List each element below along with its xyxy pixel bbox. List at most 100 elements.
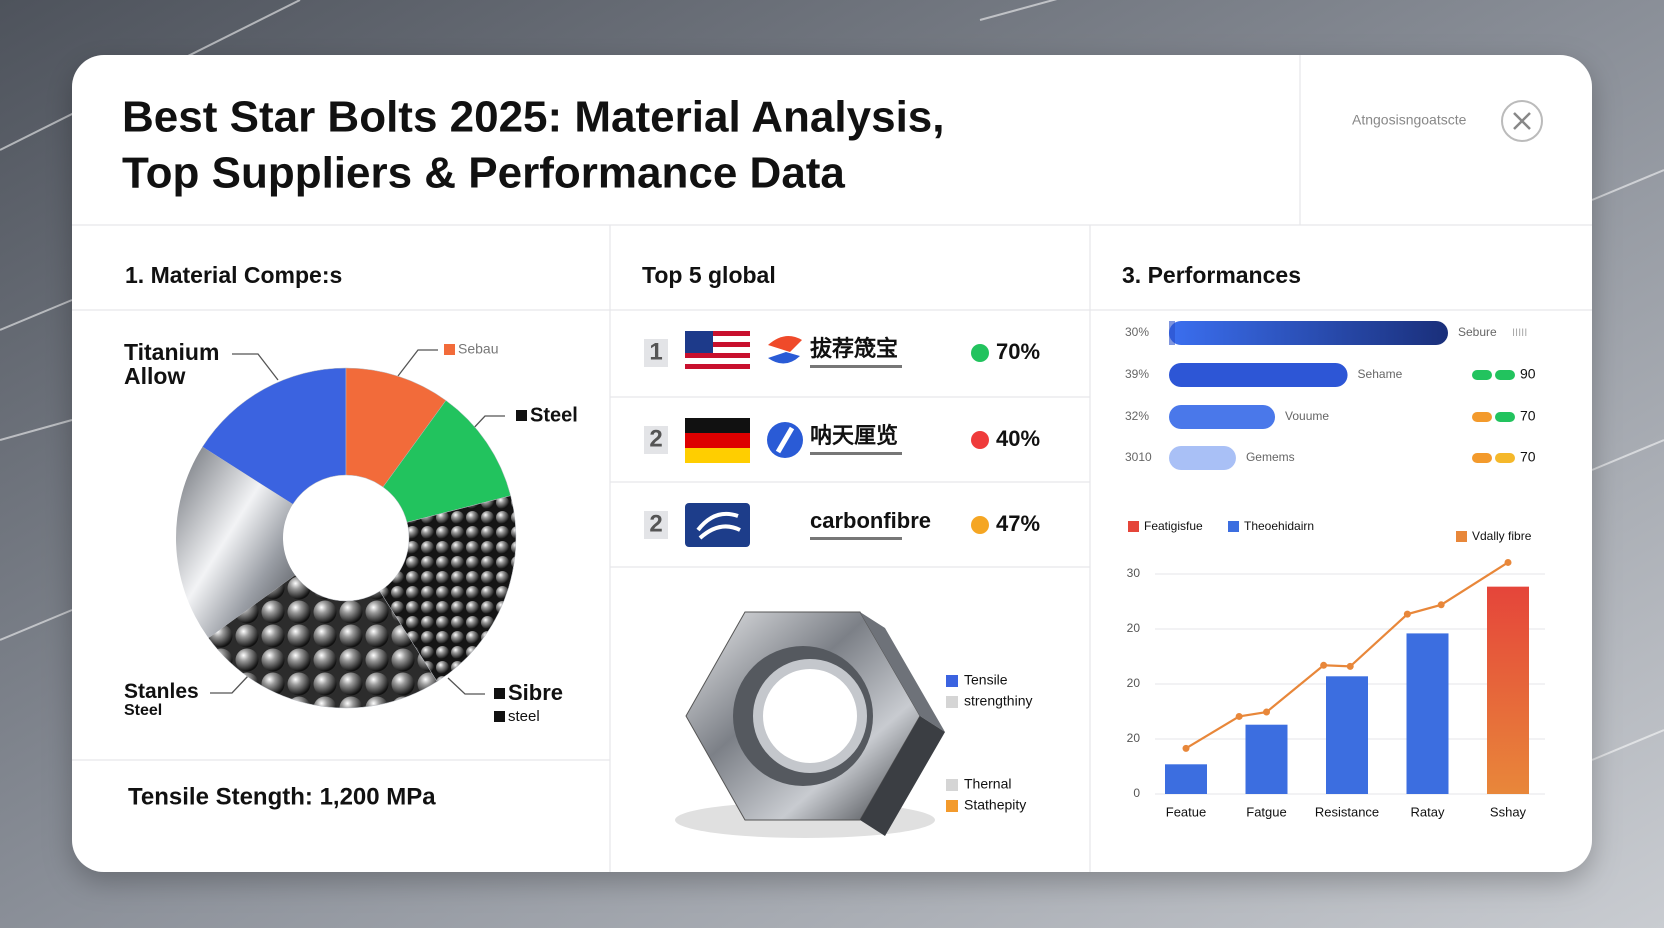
bar (1165, 764, 1207, 794)
logo-1 (768, 336, 802, 364)
status-dot (971, 431, 989, 449)
line-point (1504, 558, 1512, 566)
logo-carbon (685, 503, 750, 547)
donut-slice (176, 446, 296, 638)
legend-label: Tensile (964, 672, 1008, 688)
rating-pill (1495, 453, 1515, 463)
bar (1326, 676, 1368, 794)
line-point (1235, 712, 1243, 720)
card-grid (72, 55, 1592, 872)
bar (1406, 633, 1449, 794)
supplier-name: carbonfibre (810, 508, 931, 533)
logo-2 (767, 422, 803, 458)
row-label: 32% (1125, 409, 1149, 423)
supplier-subtext (810, 537, 902, 540)
supplier-subtext (810, 365, 902, 368)
rating-pill (1495, 412, 1515, 422)
rank: 2 (649, 510, 662, 537)
line-point (1346, 662, 1354, 670)
line (1185, 561, 1509, 750)
legend-swatch (494, 711, 505, 722)
y-tick-label: 0 (1133, 786, 1140, 800)
donut-slice (202, 367, 347, 505)
slice-label: Sibre (508, 680, 563, 705)
rating: 90 (1520, 366, 1536, 382)
rating-pill (1472, 453, 1492, 463)
y-tick-label: 20 (1127, 676, 1141, 690)
legend-swatch (946, 696, 958, 708)
y-tick-label: 20 (1127, 621, 1141, 635)
line-point (1437, 601, 1445, 609)
annotation: Tensile Stength: 1,200 MPa (128, 783, 436, 810)
legend-swatch (444, 344, 455, 355)
bar-label: Gemems (1246, 450, 1295, 464)
section-title: Top 5 global (642, 262, 776, 288)
y-tick-label: 20 (1127, 731, 1141, 745)
supplier-name: 拔荐筬宝 (810, 336, 898, 361)
legend-swatch (1228, 521, 1239, 532)
status-dot (971, 516, 989, 534)
rating-pill (1472, 412, 1492, 422)
bar (1169, 405, 1276, 429)
bar (1169, 321, 1448, 345)
legend-swatch (946, 675, 958, 687)
legend-label: strengthiny (964, 693, 1032, 709)
legend-label: Theoehidairn (1244, 519, 1314, 533)
donut-slice (208, 574, 438, 709)
section-title: 3. Performances (1122, 262, 1301, 288)
bar-label: Vouume (1285, 409, 1329, 423)
share: 47% (996, 511, 1040, 536)
row-label: 30% (1125, 325, 1149, 339)
section-title: 1. Material Compe:s (125, 262, 342, 288)
bar (1169, 363, 1348, 387)
nut (675, 611, 945, 838)
leader-lines (210, 349, 505, 695)
title-line: Top Suppliers & Performance Data (122, 149, 845, 198)
rating-pill (1495, 370, 1515, 380)
bar-label: Sebure (1458, 325, 1497, 339)
legend-swatch (494, 688, 505, 699)
donut-slice (379, 495, 517, 682)
slice-label: Titanium Allow (124, 339, 220, 390)
rating: 70 (1520, 449, 1536, 465)
y-tick-label: 30 (1127, 566, 1141, 580)
share: 40% (996, 426, 1040, 451)
rank-box (644, 426, 668, 454)
line-point (1403, 610, 1411, 618)
legend-swatch (1128, 521, 1139, 532)
bar-label: Sehame (1358, 367, 1403, 381)
slice-label: Stanles Steel (124, 680, 199, 720)
legend-swatch (946, 779, 958, 791)
slice-label: Sebau (458, 341, 498, 357)
bar (1487, 586, 1529, 794)
flag-de (685, 418, 750, 463)
rating: 70 (1520, 408, 1536, 424)
slice-label: Steel (530, 404, 578, 426)
row-label: 3010 (1125, 450, 1152, 464)
bar (1169, 446, 1236, 470)
legend-label: Stathepity (964, 797, 1026, 813)
legend-label: Vdally fibre (1472, 529, 1532, 543)
rank-box (644, 339, 668, 367)
bar (1245, 724, 1288, 794)
title-line: Best Star Bolts 2025: Material Analysis, (122, 93, 945, 142)
x-tick-label: Ratay (1411, 804, 1445, 819)
supplier-subtext (810, 452, 902, 455)
rank: 1 (649, 338, 662, 365)
share: 70% (996, 339, 1040, 364)
legend-swatch (946, 800, 958, 812)
bar-tint (1169, 321, 1175, 345)
x-tick-label: Featue (1166, 804, 1206, 819)
line-point (1182, 744, 1190, 752)
legend-swatch (516, 410, 527, 421)
row-label: 39% (1125, 367, 1149, 381)
x-tick-label: Fatgue (1246, 804, 1286, 819)
slice-note: steel (508, 708, 540, 725)
brand-icon-x (1513, 112, 1531, 130)
line-point (1263, 708, 1270, 716)
legend-label: Thernal (964, 776, 1011, 792)
rank-box (644, 511, 668, 539)
x-tick-label: Sshay (1490, 804, 1527, 819)
supplier-name: 呐天厘览 (810, 423, 898, 448)
